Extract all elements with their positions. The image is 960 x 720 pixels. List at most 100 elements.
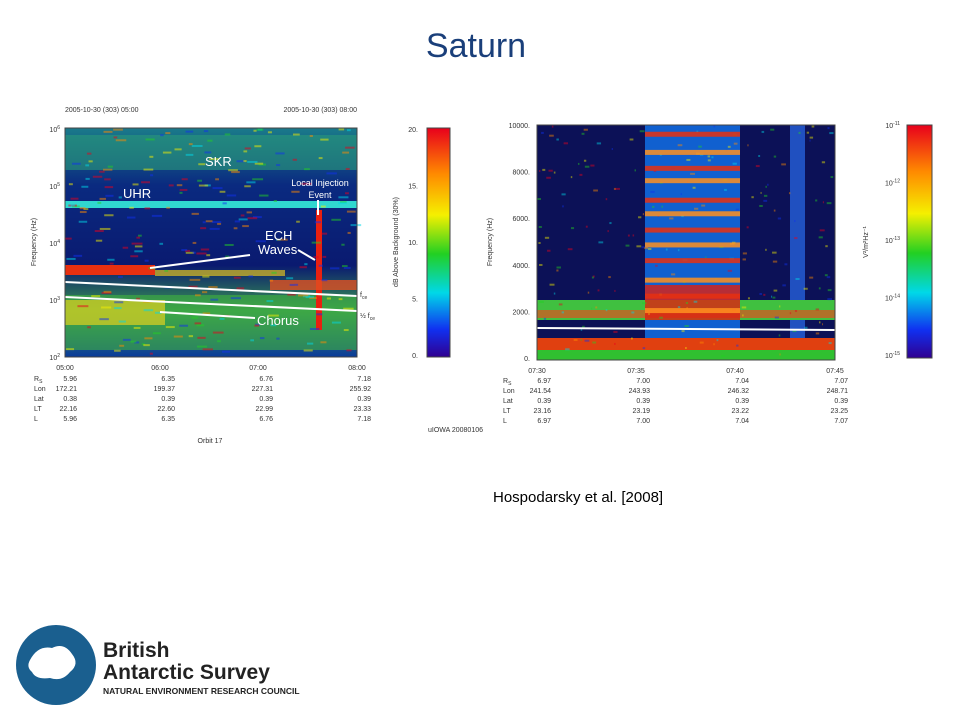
table-row-label: L xyxy=(34,416,38,423)
speckle xyxy=(582,325,585,328)
speckle xyxy=(132,183,139,186)
speckle xyxy=(99,227,111,230)
speckle xyxy=(685,301,689,304)
speckle xyxy=(338,298,343,301)
speckle xyxy=(345,167,350,170)
speckle xyxy=(338,196,349,199)
speckle xyxy=(88,160,93,163)
speckle xyxy=(581,132,585,135)
table-cell: 6.76 xyxy=(259,376,273,383)
speckle xyxy=(299,266,307,269)
speckle xyxy=(297,294,309,297)
speckle xyxy=(579,173,583,176)
colorbar-tick-sub: -12 xyxy=(893,179,900,185)
annotation: Chorus xyxy=(257,313,299,328)
speckle xyxy=(131,242,143,245)
speckle xyxy=(195,294,201,297)
speckle xyxy=(541,131,544,134)
table-cell: 23.19 xyxy=(632,408,650,415)
speckle xyxy=(608,276,611,279)
speckle xyxy=(546,176,551,179)
speckle xyxy=(107,258,115,261)
speckle xyxy=(196,324,205,327)
speckle xyxy=(253,129,257,132)
speckle xyxy=(209,227,220,230)
colorbar-tick-sub: -13 xyxy=(893,236,900,242)
speckle xyxy=(273,199,277,202)
speckle xyxy=(713,125,716,128)
fce-label: fce xyxy=(360,292,367,301)
speckle xyxy=(225,255,230,258)
speckle xyxy=(590,164,595,167)
table-cell: 23.33 xyxy=(353,406,371,413)
speckle xyxy=(202,275,210,278)
speckle xyxy=(291,190,300,193)
speckle xyxy=(79,211,87,214)
speckle xyxy=(644,247,648,250)
y-tick-label: 6000. xyxy=(512,216,530,223)
stripe xyxy=(645,149,740,155)
annotation: Event xyxy=(308,190,332,200)
speckle xyxy=(765,185,767,188)
table-cell: 22.99 xyxy=(255,406,273,413)
speckle xyxy=(809,139,811,142)
speckle xyxy=(694,207,699,210)
y-tick-label-main: 10 xyxy=(49,184,57,191)
speckle xyxy=(269,279,274,282)
speckle xyxy=(318,264,323,267)
speckle xyxy=(539,169,541,172)
table-cell: 255.92 xyxy=(350,386,372,393)
speckle xyxy=(217,340,221,343)
colorbar-label: V²/m²Hz⁻¹ xyxy=(863,225,870,257)
y-axis-label: Frequency (Hz) xyxy=(31,218,38,266)
speckle xyxy=(240,214,245,217)
speckle xyxy=(553,171,556,174)
speckle xyxy=(636,245,642,248)
speckle xyxy=(212,187,223,190)
speckle xyxy=(104,186,114,189)
table-row-label: RS xyxy=(34,376,43,385)
right-colorbar xyxy=(906,124,933,359)
speckle xyxy=(549,283,555,286)
annotation: UHR xyxy=(123,186,151,201)
speckle xyxy=(191,212,199,215)
speckle xyxy=(605,198,608,201)
speckle xyxy=(231,171,240,174)
speckle xyxy=(203,130,209,133)
x-tick-label: 07:40 xyxy=(726,368,744,375)
speckle xyxy=(794,237,798,240)
speckle xyxy=(145,138,155,141)
speckle xyxy=(307,342,314,345)
speckle xyxy=(614,289,616,292)
speckle xyxy=(592,275,595,278)
speckle xyxy=(347,231,351,234)
speckle xyxy=(727,269,733,272)
speckle xyxy=(185,251,195,254)
speckle xyxy=(642,302,647,305)
speckle xyxy=(819,229,825,232)
speckle xyxy=(758,155,761,158)
speckle xyxy=(765,248,767,251)
speckle xyxy=(254,162,264,165)
speckle xyxy=(716,339,719,342)
speckle xyxy=(109,262,114,265)
table-cell: 199.37 xyxy=(154,386,176,393)
speckle xyxy=(174,148,182,151)
speckle xyxy=(185,153,194,156)
speckle xyxy=(105,194,114,197)
colorbar-tick-main: 10 xyxy=(885,353,893,360)
speckle xyxy=(631,311,635,314)
speckle xyxy=(583,128,588,131)
annotation: Waves xyxy=(258,242,298,257)
speckle xyxy=(188,143,193,146)
speckle xyxy=(760,191,762,194)
speckle xyxy=(138,234,142,237)
speckle xyxy=(244,147,251,150)
speckle xyxy=(553,292,556,295)
stripe xyxy=(645,308,740,314)
y-tick-label: 103 xyxy=(49,296,60,305)
speckle xyxy=(95,239,103,242)
speckle xyxy=(741,306,747,309)
table-row-label-main: Lat xyxy=(503,398,513,405)
stripe xyxy=(645,131,740,137)
